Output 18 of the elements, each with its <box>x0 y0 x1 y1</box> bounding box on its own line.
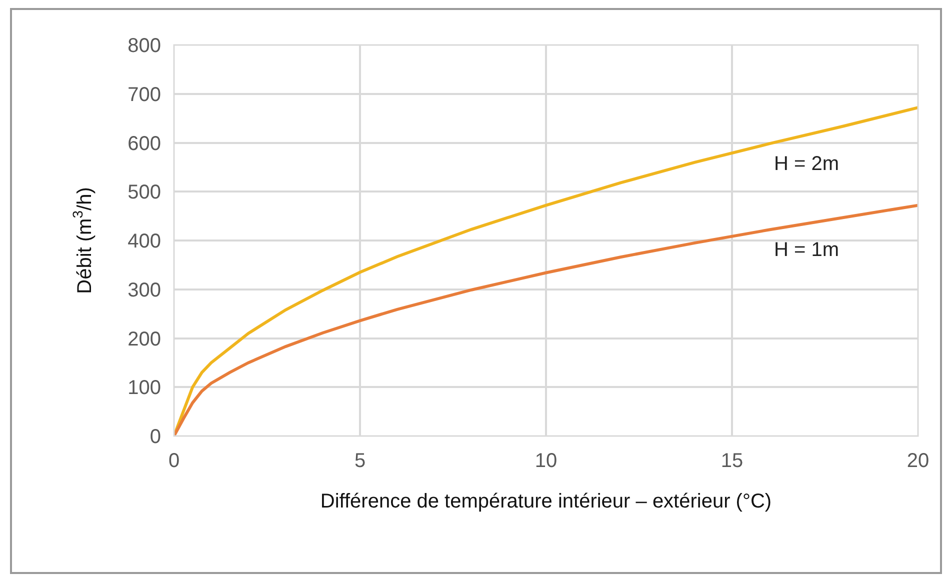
y-tick-label: 100 <box>128 377 161 400</box>
y-tick-label: 500 <box>128 182 161 204</box>
x-axis-title: Différence de température intérieur – extérieur (°C) <box>320 490 772 512</box>
x-tick-label: 5 <box>354 450 366 472</box>
x-tick-label: 0 <box>168 450 180 472</box>
x-tick-label: 20 <box>906 450 930 472</box>
series-label: H = 1m <box>774 239 840 261</box>
series-label: H = 2m <box>774 153 840 175</box>
x-tick-label: 10 <box>534 450 558 472</box>
y-tick-label: 0 <box>150 426 161 448</box>
y-tick-label: 600 <box>128 132 161 155</box>
y-tick-label: 200 <box>128 328 161 350</box>
y-tick-label: 300 <box>128 279 161 302</box>
y-tick-label: 700 <box>128 84 161 106</box>
x-tick-label: 15 <box>720 450 744 472</box>
y-tick-label: 400 <box>128 230 161 252</box>
line-series <box>174 204 918 436</box>
y-tick-label: 800 <box>128 35 161 57</box>
